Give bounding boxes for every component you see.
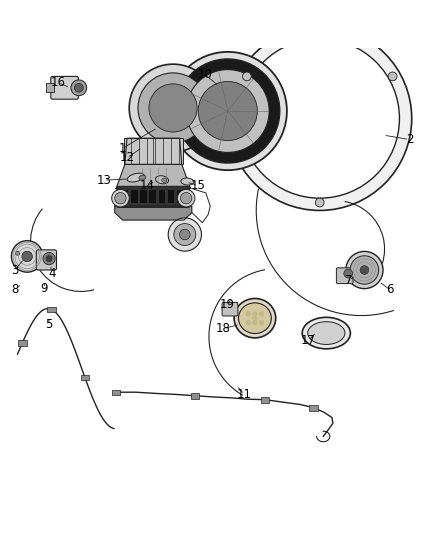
Circle shape	[180, 229, 190, 240]
Text: 14: 14	[139, 179, 154, 192]
Bar	[122, 190, 128, 204]
Circle shape	[46, 255, 52, 262]
Text: 6: 6	[386, 283, 394, 296]
Circle shape	[246, 320, 251, 325]
Circle shape	[315, 198, 324, 207]
Bar	[159, 190, 165, 204]
Circle shape	[169, 52, 287, 170]
Text: 16: 16	[51, 76, 66, 89]
Polygon shape	[115, 206, 192, 220]
Bar	[149, 190, 156, 204]
Ellipse shape	[155, 176, 169, 184]
Text: 3: 3	[11, 264, 18, 277]
Bar	[140, 190, 147, 204]
Text: 18: 18	[216, 322, 231, 335]
Circle shape	[115, 192, 126, 204]
Circle shape	[198, 82, 258, 141]
Circle shape	[22, 251, 32, 262]
Bar	[81, 375, 89, 380]
FancyBboxPatch shape	[51, 76, 78, 99]
Circle shape	[388, 72, 397, 81]
Bar	[18, 340, 27, 345]
FancyBboxPatch shape	[222, 302, 238, 316]
Circle shape	[112, 189, 129, 207]
Ellipse shape	[162, 178, 167, 182]
Text: 1: 1	[119, 142, 127, 155]
Bar	[46, 84, 54, 92]
Text: 10: 10	[198, 68, 212, 81]
Ellipse shape	[238, 303, 271, 334]
Circle shape	[180, 192, 192, 204]
Ellipse shape	[350, 256, 378, 284]
Bar	[112, 390, 120, 395]
Bar	[261, 397, 269, 403]
FancyBboxPatch shape	[117, 187, 190, 207]
Circle shape	[259, 320, 264, 325]
Circle shape	[43, 253, 55, 265]
Circle shape	[177, 189, 195, 207]
Polygon shape	[125, 138, 182, 165]
Circle shape	[71, 80, 87, 96]
Circle shape	[138, 73, 208, 143]
Circle shape	[360, 265, 369, 274]
FancyBboxPatch shape	[36, 250, 57, 270]
Circle shape	[252, 311, 258, 317]
Ellipse shape	[307, 322, 345, 344]
Circle shape	[246, 311, 251, 317]
Text: 2: 2	[406, 133, 413, 146]
Text: 5: 5	[46, 318, 53, 331]
Circle shape	[168, 218, 201, 251]
Polygon shape	[116, 165, 191, 189]
Bar	[168, 190, 174, 204]
Circle shape	[344, 269, 353, 278]
Ellipse shape	[11, 241, 43, 272]
Circle shape	[174, 223, 196, 246]
Ellipse shape	[346, 252, 383, 288]
Circle shape	[228, 27, 412, 211]
Circle shape	[252, 320, 258, 325]
Ellipse shape	[127, 173, 144, 182]
Bar	[47, 307, 56, 312]
Circle shape	[240, 39, 399, 198]
Ellipse shape	[234, 298, 276, 338]
Text: 9: 9	[40, 282, 48, 295]
Ellipse shape	[181, 178, 194, 185]
Circle shape	[187, 70, 269, 152]
Text: 19: 19	[219, 298, 234, 311]
Ellipse shape	[139, 175, 146, 180]
Text: 4: 4	[48, 266, 56, 280]
Text: 11: 11	[237, 388, 252, 401]
Bar	[309, 405, 318, 410]
Ellipse shape	[15, 252, 20, 255]
Circle shape	[259, 311, 264, 317]
Text: 12: 12	[120, 151, 134, 164]
Ellipse shape	[302, 317, 350, 349]
Circle shape	[129, 64, 217, 152]
Bar	[177, 190, 184, 204]
FancyBboxPatch shape	[336, 268, 353, 284]
Circle shape	[149, 84, 197, 132]
Text: 15: 15	[191, 179, 205, 192]
Text: 8: 8	[12, 283, 19, 296]
Text: 7: 7	[345, 274, 353, 287]
Text: 17: 17	[300, 335, 315, 348]
Bar	[131, 190, 138, 204]
Bar	[191, 393, 199, 399]
Text: 13: 13	[96, 174, 111, 187]
Bar	[124, 138, 183, 165]
Circle shape	[243, 72, 251, 81]
Circle shape	[252, 316, 258, 321]
Circle shape	[176, 59, 280, 163]
Circle shape	[74, 84, 83, 92]
